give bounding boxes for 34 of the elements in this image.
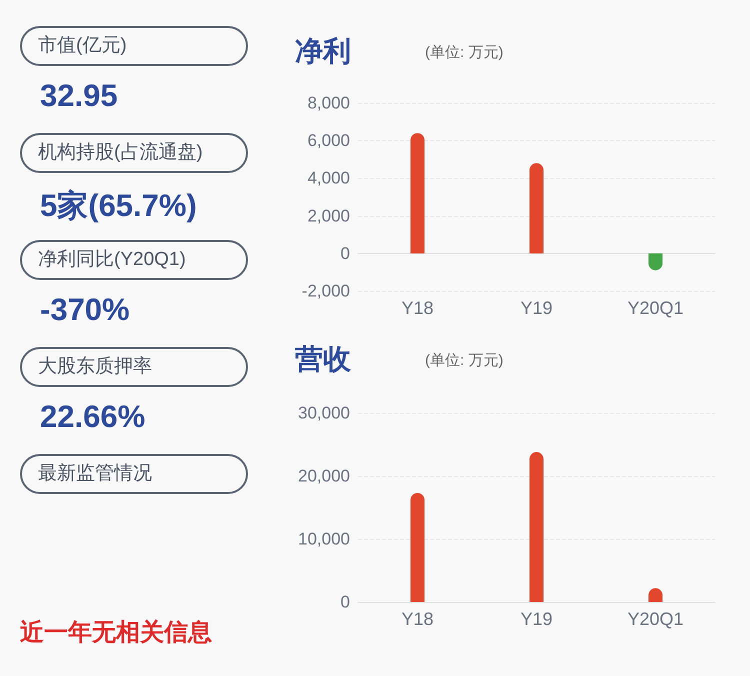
text: 22.66%: [39, 398, 146, 436]
x-tick-label: Y18: [401, 298, 434, 318]
bar: [410, 133, 424, 254]
bar: [530, 163, 544, 254]
x-tick-label: Y19: [520, 298, 553, 318]
text: 最新监管情况: [20, 454, 248, 494]
text: 大股东质押率: [20, 347, 248, 387]
text: 32.95: [39, 77, 119, 115]
text: 市值(亿元): [20, 26, 248, 66]
y-tick-label: 30,000: [298, 404, 350, 422]
y-tick-label: 20,000: [298, 466, 350, 486]
bar: [530, 452, 544, 602]
chart-title: 净利: [295, 36, 351, 66]
y-tick-label: 0: [340, 244, 350, 263]
y-tick-label: 0: [340, 592, 350, 612]
y-tick-label: 8,000: [307, 94, 350, 112]
x-tick-label: Y20Q1: [627, 609, 684, 629]
text: 净利同比(Y20Q1): [20, 240, 248, 280]
bar: [410, 493, 424, 602]
text: 近一年无相关信息: [20, 618, 212, 648]
x-tick-label: Y19: [520, 609, 553, 629]
chart-subtitle: (单位: 万元): [425, 352, 504, 369]
y-tick-label: 4,000: [307, 168, 350, 188]
y-tick-label: 6,000: [307, 131, 350, 150]
text: 机构持股(占流通盘): [20, 133, 248, 173]
y-tick-label: 2,000: [307, 206, 350, 226]
chart-title: 营收: [294, 344, 352, 374]
x-tick-label: Y20Q1: [627, 298, 684, 318]
text: -370%: [39, 291, 131, 329]
text: 5家(65.7%): [39, 187, 198, 225]
x-tick-label: Y18: [401, 609, 434, 629]
y-tick-label: 10,000: [298, 530, 350, 548]
chart-subtitle: (单位: 万元): [425, 44, 504, 61]
y-tick-label: -2,000: [302, 282, 350, 300]
